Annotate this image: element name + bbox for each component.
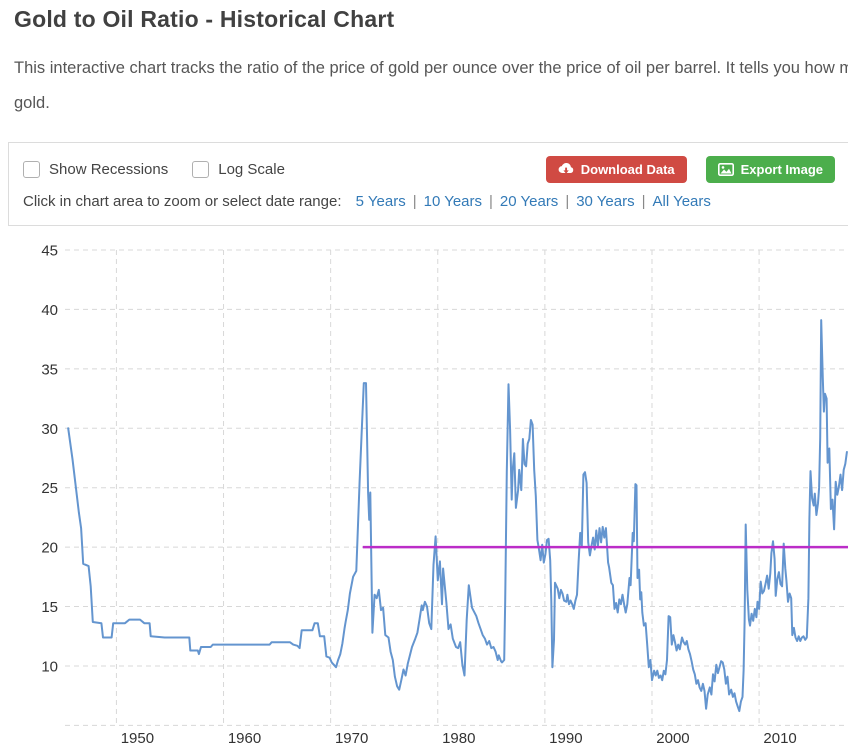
range-link-30-years[interactable]: 30 Years xyxy=(576,193,634,210)
image-icon xyxy=(718,163,734,176)
x-axis-label: 2010 xyxy=(763,730,796,747)
link-separator: | xyxy=(406,193,424,210)
gold-oil-ratio-chart[interactable]: 45 40 35 30 25 20 15 10 1950 1960 1970 1980 1990 2000… xyxy=(0,233,848,753)
y-axis-label: 10 xyxy=(41,658,58,675)
page: Gold to Oil Ratio - Historical Chart Thi… xyxy=(0,0,848,753)
checkbox-icon[interactable] xyxy=(192,161,209,178)
y-axis-label: 25 xyxy=(41,480,58,497)
x-axis-label: 1980 xyxy=(442,730,475,747)
chart-controls-panel: Show Recessions Log Scale Download Data xyxy=(8,142,848,226)
x-axis-label: 2000 xyxy=(656,730,689,747)
download-cloud-icon xyxy=(558,162,574,176)
link-separator: | xyxy=(635,193,653,210)
export-image-button[interactable]: Export Image xyxy=(706,156,835,183)
export-image-label: Export Image xyxy=(741,162,823,177)
range-links: 5 Years|10 Years|20 Years|30 Years|All Y… xyxy=(356,193,711,210)
x-axis-label: 1950 xyxy=(121,730,154,747)
zoom-hint-text: Click in chart area to zoom or select da… xyxy=(23,193,342,210)
page-title: Gold to Oil Ratio - Historical Chart xyxy=(14,6,848,33)
x-axis-label: 1990 xyxy=(549,730,582,747)
controls-row: Show Recessions Log Scale Download Data xyxy=(23,155,835,183)
y-axis-label: 40 xyxy=(41,302,58,319)
range-link-all-years[interactable]: All Years xyxy=(653,193,711,210)
show-recessions-checkbox[interactable]: Show Recessions xyxy=(23,161,168,178)
download-data-label: Download Data xyxy=(581,162,675,177)
log-scale-checkbox[interactable]: Log Scale xyxy=(192,161,285,178)
download-data-button[interactable]: Download Data xyxy=(546,156,687,183)
date-range-row: Click in chart area to zoom or select da… xyxy=(23,193,835,210)
x-axis-label: 1970 xyxy=(335,730,368,747)
page-description-line2: gold. xyxy=(14,86,848,121)
y-axis-label: 35 xyxy=(41,361,58,378)
y-axis-label: 45 xyxy=(41,243,58,260)
range-link-5-years[interactable]: 5 Years xyxy=(356,193,406,210)
log-scale-label: Log Scale xyxy=(218,161,285,178)
page-description-line1: This interactive chart tracks the ratio … xyxy=(14,51,848,86)
range-link-20-years[interactable]: 20 Years xyxy=(500,193,558,210)
checkbox-icon[interactable] xyxy=(23,161,40,178)
x-axis-label: 1960 xyxy=(228,730,261,747)
chart-area[interactable]: 45 40 35 30 25 20 15 10 1950 1960 1970 1980 1990 2000… xyxy=(0,233,848,753)
y-axis-label: 30 xyxy=(41,421,58,438)
link-separator: | xyxy=(482,193,500,210)
range-link-10-years[interactable]: 10 Years xyxy=(424,193,482,210)
show-recessions-label: Show Recessions xyxy=(49,161,168,178)
link-separator: | xyxy=(558,193,576,210)
page-description: This interactive chart tracks the ratio … xyxy=(14,51,848,121)
y-axis-label: 20 xyxy=(41,540,58,557)
ratio-line-series xyxy=(68,320,847,711)
y-axis-label: 15 xyxy=(41,599,58,616)
